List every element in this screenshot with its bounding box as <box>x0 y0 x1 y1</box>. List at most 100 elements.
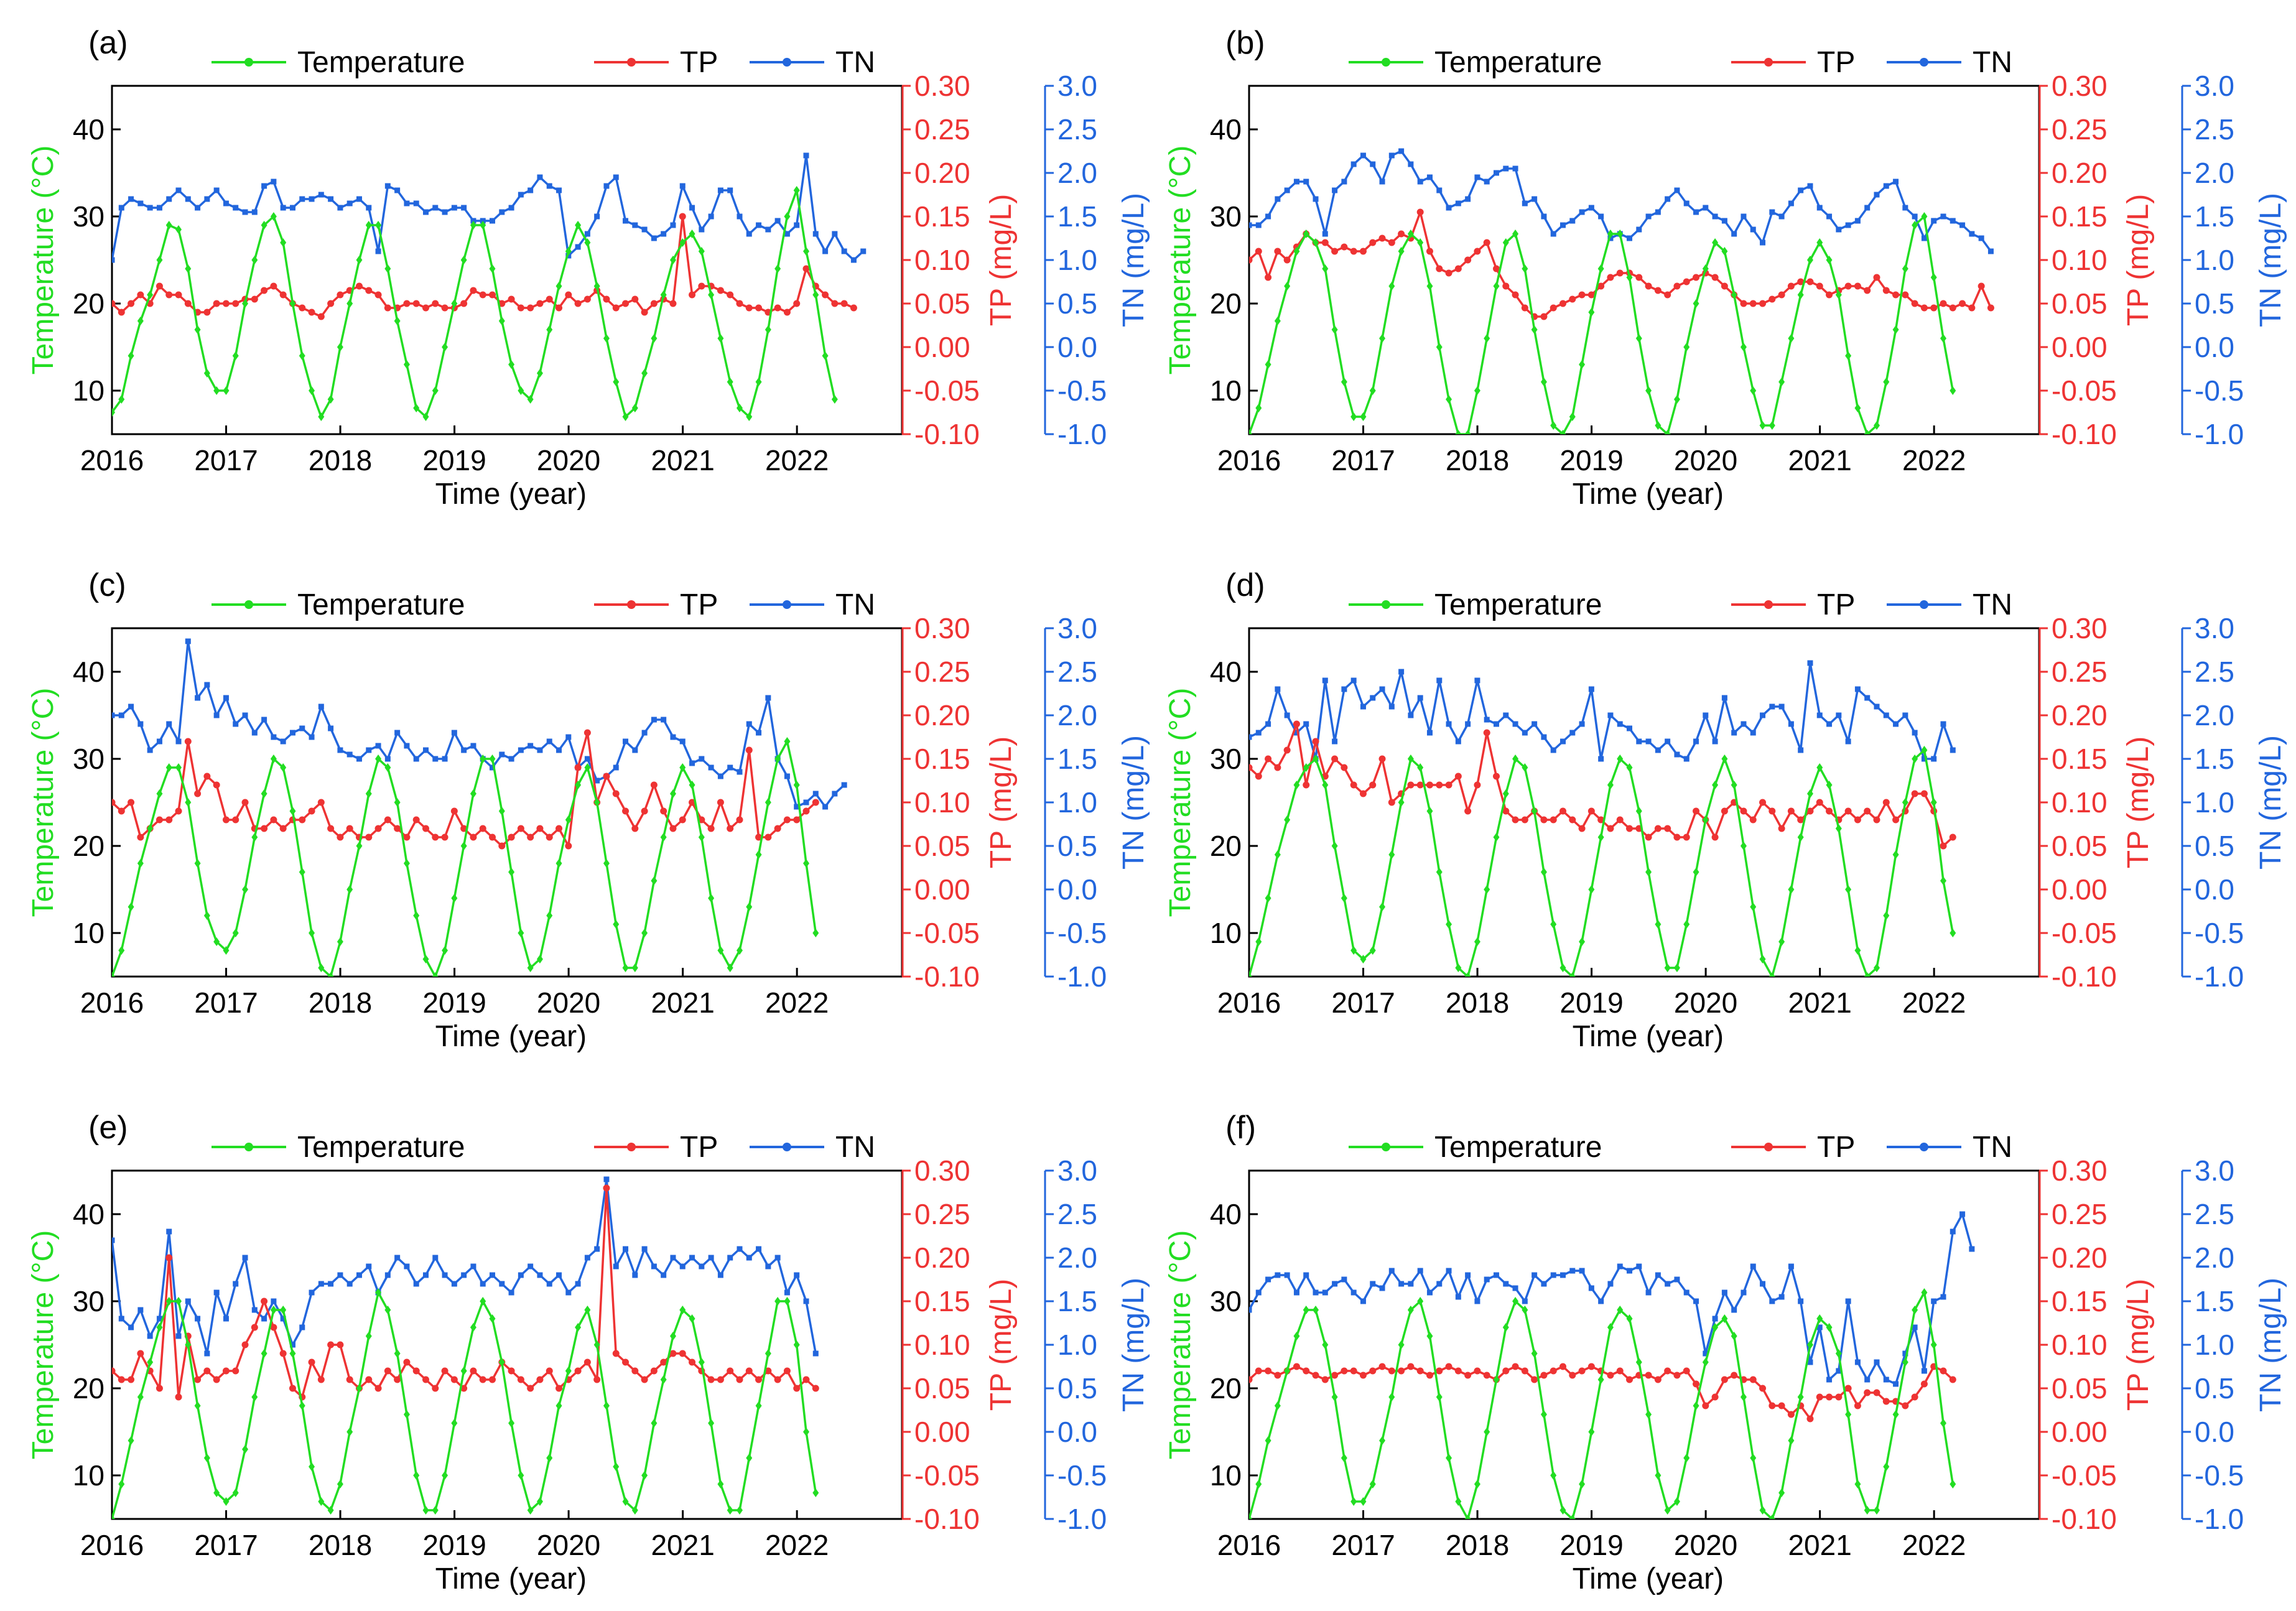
point-temperature <box>1255 404 1262 412</box>
point-tn <box>651 1263 657 1270</box>
y-tp-tick-label: -0.10 <box>914 960 980 993</box>
point-temperature <box>318 963 325 972</box>
point-temperature <box>1617 230 1624 238</box>
point-tp <box>374 825 382 832</box>
point-tp <box>422 825 429 832</box>
point-temperature <box>1835 824 1842 833</box>
point-temperature <box>118 1480 125 1488</box>
x-axis-title: Time (year) <box>1573 1020 1724 1053</box>
point-tn <box>470 1263 476 1270</box>
point-tp <box>727 825 734 832</box>
legend-label-tn: TN <box>835 46 875 79</box>
point-tp <box>1359 790 1367 797</box>
point-temperature <box>165 763 172 772</box>
point-tp <box>669 825 677 832</box>
point-tn <box>1512 721 1518 727</box>
plot-frame <box>1248 627 2040 978</box>
x-tick-label: 2019 <box>1559 987 1623 1019</box>
point-tn <box>261 1316 267 1322</box>
point-temperature <box>403 859 410 868</box>
point-tp <box>1587 807 1595 815</box>
point-tn <box>1474 1298 1480 1304</box>
point-temperature <box>584 238 591 247</box>
y-tn-tick-label: 3.0 <box>1057 70 1097 102</box>
point-tn <box>708 213 714 220</box>
point-temperature <box>1902 264 1908 273</box>
point-temperature <box>1455 1497 1462 1506</box>
point-tp <box>1693 1380 1700 1388</box>
point-tp <box>1702 1402 1709 1409</box>
point-tn <box>537 747 543 753</box>
point-tn <box>375 248 381 254</box>
point-tp <box>840 300 848 307</box>
point-tn <box>699 226 705 233</box>
point-tn <box>556 747 562 753</box>
point-tp <box>1378 234 1386 242</box>
point-tn <box>679 1263 686 1270</box>
point-tp <box>450 807 458 815</box>
point-tp <box>622 807 630 815</box>
point-tp <box>1873 816 1880 824</box>
point-tn <box>1741 213 1747 220</box>
point-tn <box>1408 1281 1414 1287</box>
point-temperature <box>1617 754 1624 763</box>
point-temperature <box>375 1288 382 1297</box>
x-tick-label: 2019 <box>422 1529 486 1561</box>
point-tn <box>328 725 334 731</box>
y-tn-tick-label: -0.5 <box>2195 374 2244 407</box>
point-tp <box>679 1350 686 1357</box>
point-tn <box>1350 161 1357 167</box>
y-tn-tick-label: 0.5 <box>1057 830 1097 862</box>
point-tp <box>270 816 277 824</box>
point-tn <box>422 209 429 215</box>
point-temperature <box>1930 1340 1937 1349</box>
point-tp <box>1683 833 1690 841</box>
point-tp <box>774 825 781 832</box>
point-temperature <box>1579 937 1586 946</box>
legend-label-tp: TP <box>1817 1131 1855 1164</box>
point-tp <box>774 1376 781 1383</box>
point-tp <box>1787 807 1795 815</box>
point-tn <box>546 183 552 189</box>
point-temperature <box>746 903 753 911</box>
point-tn <box>746 231 752 237</box>
point-temperature <box>555 1401 562 1410</box>
point-tp <box>1350 248 1357 255</box>
point-tn <box>1313 196 1319 202</box>
point-tp <box>1768 807 1776 815</box>
point-temperature <box>112 408 115 417</box>
point-temperature <box>147 290 154 299</box>
point-temperature <box>175 225 182 234</box>
point-temperature <box>774 264 781 273</box>
point-tn <box>204 1350 210 1357</box>
point-temperature <box>1350 946 1357 955</box>
point-tn <box>1921 756 1927 762</box>
point-temperature <box>803 1428 810 1436</box>
point-tn <box>765 226 771 233</box>
point-tn <box>1912 1324 1918 1330</box>
point-tp <box>1645 833 1652 841</box>
point-tp <box>1312 738 1319 745</box>
point-temperature <box>1569 972 1576 977</box>
point-tp <box>603 1184 610 1192</box>
point-tp <box>1265 755 1272 763</box>
legend-marker-tp <box>627 1143 636 1151</box>
point-temperature <box>717 334 724 343</box>
point-temperature <box>518 1471 524 1480</box>
point-tp <box>1474 248 1481 255</box>
y-tn-tick-label: 0.0 <box>1057 331 1097 363</box>
point-temperature <box>1512 230 1519 238</box>
point-temperature <box>727 963 733 972</box>
point-temperature <box>736 946 743 955</box>
y-tn-tick-label: 0.5 <box>2195 830 2234 862</box>
point-tp <box>1778 291 1785 299</box>
point-tn <box>118 1316 124 1322</box>
y-tp-tick-label: 0.10 <box>2052 786 2108 819</box>
point-tp <box>1616 269 1624 277</box>
point-temperature <box>812 290 819 299</box>
point-tp <box>612 790 620 797</box>
point-tp <box>736 816 743 824</box>
point-tp <box>850 304 857 312</box>
point-temperature <box>1759 421 1766 430</box>
point-temperature <box>422 955 429 963</box>
